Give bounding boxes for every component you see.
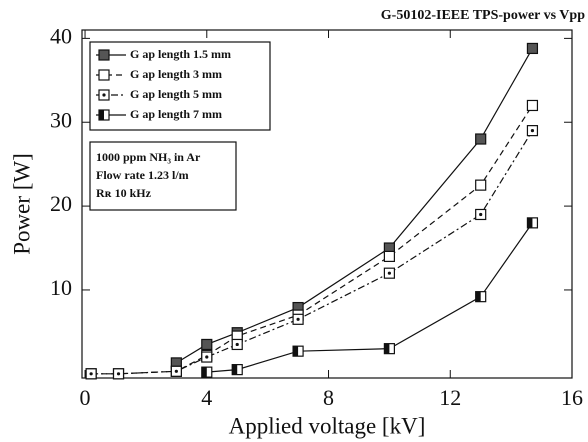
- legend-label: G ap length 3 mm: [130, 67, 222, 81]
- marker: [383, 250, 395, 263]
- x-tick-label: 0: [80, 385, 91, 410]
- marker-part: [526, 42, 539, 55]
- marker: [383, 343, 395, 355]
- marker: [475, 291, 487, 303]
- marker: [292, 345, 304, 357]
- marker-part: [201, 338, 213, 351]
- marker: [292, 313, 304, 325]
- marker-part: [201, 367, 207, 378]
- x-axis-label: Applied voltage [kV]: [229, 413, 426, 438]
- marker-part: [475, 291, 481, 302]
- annotation: Flow rate 1.23 l/m: [96, 168, 189, 182]
- y-tick-label: 30: [50, 107, 72, 132]
- marker-part: [205, 355, 209, 359]
- marker-part: [116, 372, 121, 376]
- x-tick-label: 4: [201, 385, 212, 410]
- marker: [170, 365, 182, 377]
- marker-part: [475, 133, 487, 145]
- marker: [526, 125, 539, 137]
- marker-part: [235, 342, 239, 347]
- marker: [526, 99, 539, 112]
- y-axis-label: Power [W]: [9, 153, 34, 255]
- annotation: Rʀ 10 kHz: [96, 186, 152, 200]
- marker: [231, 364, 243, 376]
- marker: [526, 42, 539, 55]
- annotation: 1000 ppm NH₃ in Ar: [96, 150, 201, 164]
- annotation-box: [89, 141, 237, 211]
- marker: [475, 133, 487, 145]
- plot-frame: [81, 29, 573, 379]
- marker-part: [387, 271, 391, 275]
- marker-part: [526, 99, 539, 112]
- legend-label: G ap length 7 mm: [130, 107, 222, 121]
- marker-part: [232, 364, 238, 375]
- marker-part: [383, 250, 395, 263]
- marker-part: [98, 49, 110, 61]
- y-tick-label: 40: [50, 23, 72, 48]
- x-tick-label: 16: [561, 385, 583, 410]
- marker: [526, 217, 539, 229]
- legend-label: G ap length 1.5 mm: [130, 47, 231, 61]
- marker-part: [475, 179, 487, 191]
- x-tick-label: 8: [323, 385, 334, 410]
- marker-part: [530, 129, 535, 133]
- marker: [201, 351, 213, 363]
- marker: [112, 368, 125, 380]
- marker-part: [296, 317, 300, 321]
- marker: [201, 366, 213, 378]
- marker-part: [384, 343, 390, 354]
- marker: [231, 338, 243, 351]
- marker-part: [174, 369, 178, 373]
- marker-part: [527, 217, 533, 228]
- marker: [98, 89, 110, 101]
- marker-part: [98, 69, 110, 81]
- marker: [98, 109, 110, 121]
- marker-part: [99, 110, 104, 120]
- y-tick-label: 20: [50, 191, 72, 216]
- legend-label: G ap length 5 mm: [130, 87, 222, 101]
- marker-part: [479, 212, 483, 217]
- marker-part: [293, 346, 299, 357]
- marker-part: [102, 93, 106, 97]
- marker: [475, 208, 487, 221]
- x-tick-label: 12: [439, 385, 461, 410]
- marker: [201, 338, 213, 351]
- marker: [98, 69, 110, 81]
- chart-title: G-50102-IEEE TPS-power vs Vpp: [381, 8, 585, 23]
- marker: [85, 368, 97, 380]
- marker: [475, 179, 487, 191]
- y-tick-label: 10: [50, 275, 72, 300]
- marker-part: [89, 372, 93, 376]
- marker: [98, 49, 110, 61]
- marker: [383, 267, 395, 279]
